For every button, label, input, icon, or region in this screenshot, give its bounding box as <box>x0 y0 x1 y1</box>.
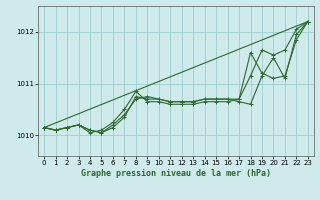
X-axis label: Graphe pression niveau de la mer (hPa): Graphe pression niveau de la mer (hPa) <box>81 169 271 178</box>
